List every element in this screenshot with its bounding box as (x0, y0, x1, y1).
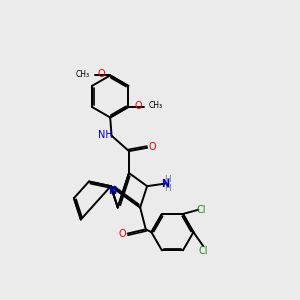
Text: O: O (134, 100, 142, 111)
Text: O: O (148, 142, 156, 152)
Text: CH₃: CH₃ (148, 101, 163, 110)
Text: H: H (164, 175, 171, 184)
Text: H: H (164, 184, 171, 193)
Text: N: N (108, 186, 116, 196)
Text: N: N (161, 179, 169, 189)
Text: Cl: Cl (199, 246, 208, 256)
Text: NH: NH (98, 130, 113, 140)
Text: CH₃: CH₃ (76, 70, 90, 79)
Text: O: O (118, 229, 126, 239)
Text: Cl: Cl (197, 205, 206, 215)
Text: O: O (98, 69, 106, 79)
